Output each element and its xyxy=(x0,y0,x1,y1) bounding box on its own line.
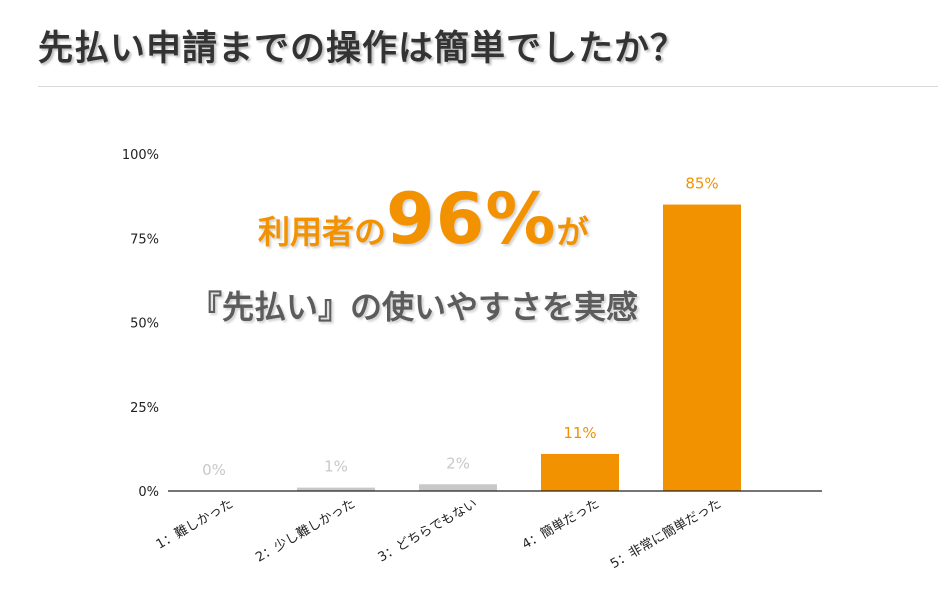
highlight-figure: 96% xyxy=(386,178,557,260)
highlight-headline: 利用者の96%が xyxy=(258,178,589,260)
highlight-suffix: が xyxy=(556,213,589,251)
bar-data-label: 0% xyxy=(202,461,226,479)
bar xyxy=(297,487,375,491)
category-label: 5：非常に簡単だった xyxy=(608,496,724,572)
y-tick-label: 100% xyxy=(122,148,159,163)
data-labels: 0% 1% 2% 11% 85% xyxy=(202,175,719,479)
category-label: 2：少し難しかった xyxy=(253,496,358,565)
category-label: 4：簡単だった xyxy=(519,496,602,553)
highlight-prefix: 利用者の xyxy=(258,213,387,251)
category-labels: 1：難しかった 2：少し難しかった 3：どちらでもない 4：簡単だった 5：非常に簡単だ… xyxy=(154,496,724,572)
highlight-subline: 『先払い』の使いやすさを実感 xyxy=(190,288,639,326)
bar xyxy=(663,204,741,492)
title-divider xyxy=(38,86,938,87)
bar-data-label: 11% xyxy=(563,424,596,442)
category-label: 1：難しかった xyxy=(154,496,236,552)
bar xyxy=(541,453,619,491)
y-tick-label: 0% xyxy=(138,485,159,500)
category-label: 3：どちらでもない xyxy=(376,496,480,565)
y-axis-ticks: 0% 25% 50% 75% 100% xyxy=(122,148,159,500)
bar-data-label: 1% xyxy=(324,458,348,476)
y-tick-label: 50% xyxy=(130,317,159,332)
page-title: 先払い申請までの操作は簡単でしたか？ xyxy=(38,29,687,69)
y-tick-label: 75% xyxy=(130,232,159,247)
bars xyxy=(297,204,741,492)
y-tick-label: 25% xyxy=(130,401,159,416)
bar-data-label: 2% xyxy=(446,454,470,472)
bar-data-label: 85% xyxy=(685,175,718,193)
bar xyxy=(419,484,497,491)
